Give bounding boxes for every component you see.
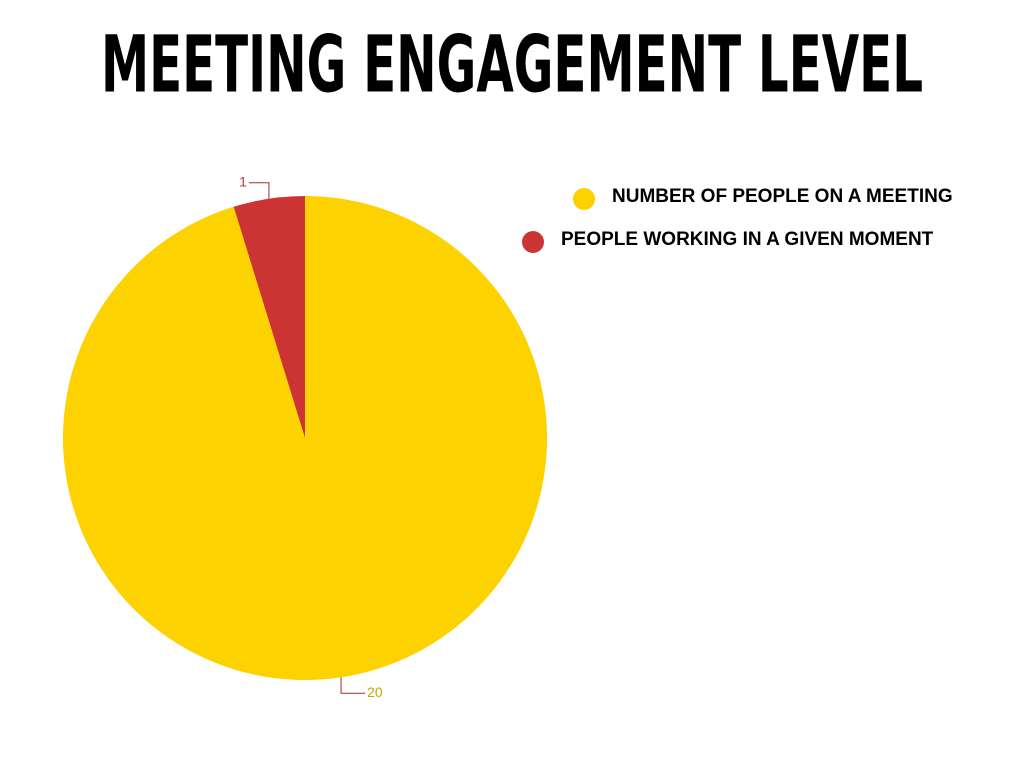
data-label: 1 xyxy=(239,173,247,189)
pie-slice xyxy=(233,196,305,438)
leader-line xyxy=(340,677,366,694)
leader-line xyxy=(248,182,270,199)
legend-label: NUMBER OF PEOPLE ON A MEETING xyxy=(612,186,953,207)
chart-title: MEETING ENGAGEMENT LEVEL xyxy=(101,20,923,110)
legend-marker xyxy=(573,188,595,210)
data-label: 20 xyxy=(367,684,383,700)
legend-marker xyxy=(522,231,544,253)
legend-label: PEOPLE WORKING IN A GIVEN MOMENT xyxy=(561,229,934,250)
